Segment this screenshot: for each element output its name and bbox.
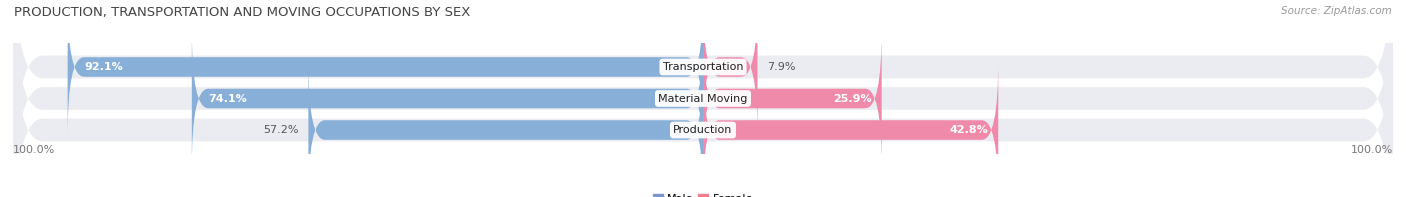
Text: 57.2%: 57.2%	[263, 125, 298, 135]
Text: 100.0%: 100.0%	[13, 145, 55, 155]
FancyBboxPatch shape	[13, 0, 1393, 197]
FancyBboxPatch shape	[703, 30, 882, 167]
Text: 7.9%: 7.9%	[768, 62, 796, 72]
Text: 42.8%: 42.8%	[949, 125, 988, 135]
Text: Production: Production	[673, 125, 733, 135]
Text: 100.0%: 100.0%	[1351, 145, 1393, 155]
FancyBboxPatch shape	[191, 30, 703, 167]
Legend: Male, Female: Male, Female	[648, 190, 758, 197]
Text: 74.1%: 74.1%	[208, 94, 247, 103]
FancyBboxPatch shape	[308, 61, 703, 197]
FancyBboxPatch shape	[703, 0, 758, 136]
FancyBboxPatch shape	[13, 0, 1393, 197]
FancyBboxPatch shape	[703, 61, 998, 197]
Text: Transportation: Transportation	[662, 62, 744, 72]
Text: PRODUCTION, TRANSPORTATION AND MOVING OCCUPATIONS BY SEX: PRODUCTION, TRANSPORTATION AND MOVING OC…	[14, 6, 471, 19]
Text: Source: ZipAtlas.com: Source: ZipAtlas.com	[1281, 6, 1392, 16]
FancyBboxPatch shape	[13, 0, 1393, 197]
Text: Material Moving: Material Moving	[658, 94, 748, 103]
Text: 25.9%: 25.9%	[834, 94, 872, 103]
Text: 92.1%: 92.1%	[84, 62, 122, 72]
FancyBboxPatch shape	[67, 0, 703, 136]
